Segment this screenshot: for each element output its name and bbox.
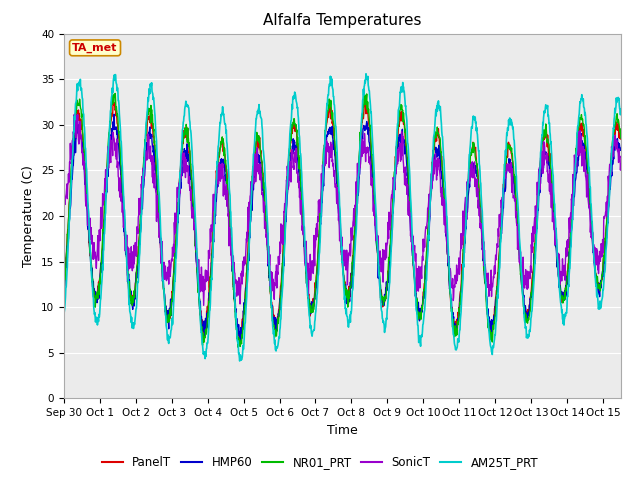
SonicT [297, 203, 305, 208]
NR01_PRT [378, 297, 385, 302]
PanelT [236, 334, 243, 339]
AM25T_PRT [617, 106, 625, 112]
HMP60 [297, 201, 305, 207]
HMP60 [617, 145, 625, 151]
PanelT [378, 291, 385, 297]
Title: Alfalfa Temperatures: Alfalfa Temperatures [263, 13, 422, 28]
Line: NR01_PRT: NR01_PRT [64, 92, 621, 348]
HMP60 [378, 295, 385, 301]
HMP60 [110, 111, 118, 117]
AM25T_PRT [318, 188, 326, 194]
Line: SonicT: SonicT [64, 113, 621, 305]
HMP60 [60, 289, 68, 295]
NR01_PRT [60, 284, 68, 290]
HMP60 [308, 301, 316, 307]
AM25T_PRT [60, 311, 68, 317]
X-axis label: Time: Time [327, 424, 358, 437]
PanelT [109, 99, 117, 105]
AM25T_PRT [362, 71, 370, 77]
Line: AM25T_PRT: AM25T_PRT [64, 74, 621, 361]
AM25T_PRT [308, 333, 316, 339]
PanelT [60, 284, 68, 290]
NR01_PRT [308, 309, 316, 315]
Y-axis label: Temperature (C): Temperature (C) [22, 165, 35, 267]
AM25T_PRT [236, 358, 244, 364]
Text: TA_met: TA_met [72, 43, 118, 53]
NR01_PRT [360, 89, 368, 95]
SonicT [308, 264, 316, 270]
PanelT [297, 187, 305, 193]
NR01_PRT [103, 162, 111, 168]
AM25T_PRT [378, 308, 385, 314]
SonicT [617, 161, 625, 167]
SonicT [60, 220, 68, 226]
SonicT [104, 164, 111, 170]
HMP60 [103, 189, 111, 195]
AM25T_PRT [126, 308, 134, 314]
NR01_PRT [617, 135, 625, 141]
AM25T_PRT [297, 151, 305, 156]
NR01_PRT [318, 177, 326, 183]
SonicT [378, 258, 385, 264]
Line: PanelT: PanelT [64, 102, 621, 336]
PanelT [319, 179, 326, 184]
HMP60 [236, 340, 244, 346]
PanelT [308, 309, 316, 315]
NR01_PRT [126, 291, 134, 297]
Line: HMP60: HMP60 [64, 114, 621, 343]
Legend: PanelT, HMP60, NR01_PRT, SonicT, AM25T_PRT: PanelT, HMP60, NR01_PRT, SonicT, AM25T_P… [97, 452, 543, 474]
SonicT [319, 162, 326, 168]
HMP60 [126, 293, 134, 299]
AM25T_PRT [103, 174, 111, 180]
NR01_PRT [297, 183, 305, 189]
SonicT [72, 110, 79, 116]
PanelT [103, 165, 111, 170]
HMP60 [319, 189, 326, 194]
PanelT [126, 292, 134, 298]
SonicT [126, 265, 134, 271]
SonicT [200, 302, 207, 308]
PanelT [617, 135, 625, 141]
NR01_PRT [234, 345, 242, 350]
